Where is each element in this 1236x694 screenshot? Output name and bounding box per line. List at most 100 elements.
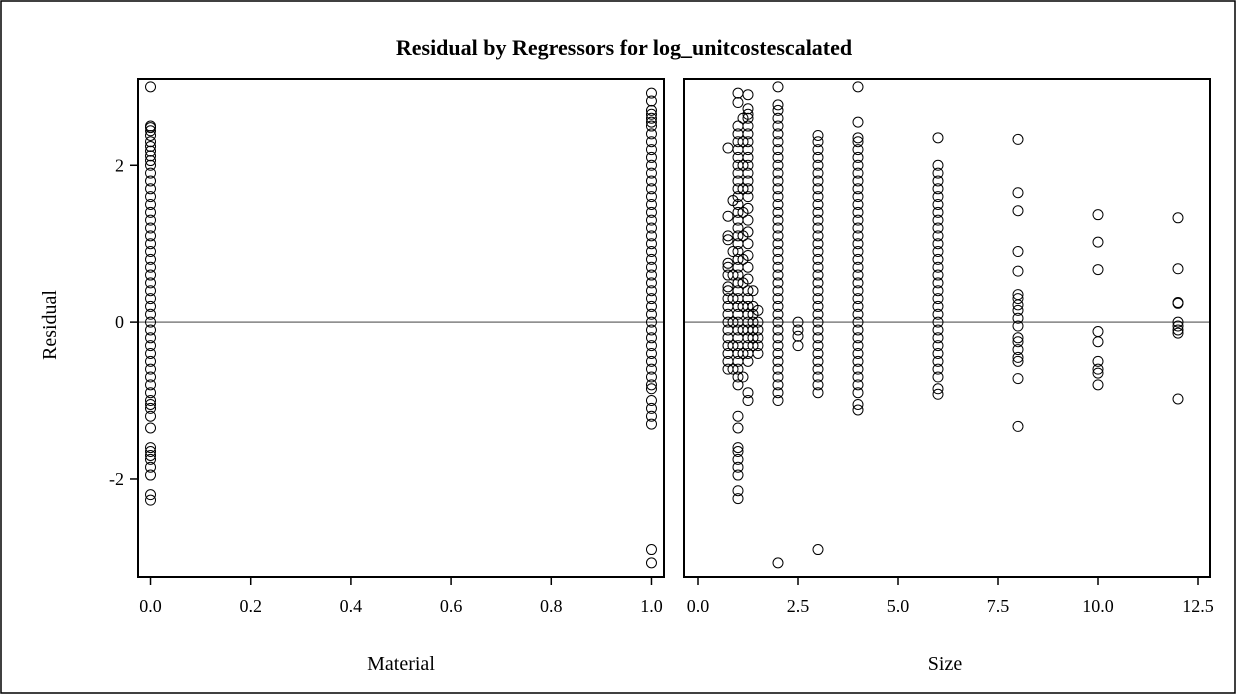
residual-point	[732, 269, 744, 281]
residual-point	[645, 95, 657, 107]
x-tick-label: 0.6	[440, 596, 463, 616]
residual-point	[732, 277, 744, 289]
residual-point	[645, 230, 657, 242]
residual-point	[852, 238, 864, 250]
residual-point	[145, 461, 157, 473]
residual-point	[645, 544, 657, 556]
residual-point	[145, 122, 157, 134]
residual-point	[932, 388, 944, 400]
residual-point	[792, 316, 804, 328]
residual-point	[812, 332, 824, 344]
residual-point	[145, 453, 157, 465]
residual-point	[742, 261, 754, 273]
residual-point	[932, 363, 944, 375]
residual-point	[645, 316, 657, 328]
residual-point	[742, 293, 754, 305]
residual-point	[742, 128, 754, 140]
residual-point	[932, 230, 944, 242]
residual-point	[645, 159, 657, 171]
residual-point	[812, 136, 824, 148]
residual-point	[645, 324, 657, 336]
residual-point	[932, 277, 944, 289]
residual-point	[772, 120, 784, 132]
residual-point	[852, 132, 864, 144]
x-tick-label: 7.5	[987, 596, 1010, 616]
residual-point	[145, 155, 157, 167]
residual-point	[772, 183, 784, 195]
residual-point	[145, 489, 157, 501]
residual-point	[742, 144, 754, 156]
residual-point	[932, 175, 944, 187]
residual-point	[145, 446, 157, 458]
residual-point	[852, 277, 864, 289]
residual-point	[742, 103, 754, 115]
residual-point	[732, 446, 744, 458]
residual-point	[1012, 373, 1024, 385]
residual-point	[722, 257, 734, 269]
residual-point	[145, 355, 157, 367]
residual-point	[1172, 327, 1184, 339]
residual-point	[772, 363, 784, 375]
residual-point	[852, 222, 864, 234]
residual-point	[932, 293, 944, 305]
residual-point	[1012, 205, 1024, 217]
residual-point	[145, 469, 157, 481]
residual-point	[852, 167, 864, 179]
residual-point	[792, 340, 804, 352]
residual-point	[812, 183, 824, 195]
residual-point	[1012, 293, 1024, 305]
residual-point	[645, 300, 657, 312]
residual-point	[852, 269, 864, 281]
residual-point	[932, 253, 944, 265]
x-tick-label: 1.0	[640, 596, 663, 616]
residual-point	[772, 191, 784, 203]
residual-point	[742, 112, 754, 124]
residual-point	[145, 347, 157, 359]
x-axis-label-size: Size	[928, 653, 963, 675]
residual-point	[1012, 304, 1024, 316]
residual-point	[727, 363, 739, 375]
residual-point	[645, 402, 657, 414]
x-tick-label: 5.0	[887, 596, 910, 616]
residual-point	[145, 230, 157, 242]
residual-point	[932, 355, 944, 367]
residual-point	[852, 81, 864, 93]
residual-point	[932, 159, 944, 171]
residual-point	[812, 340, 824, 352]
residual-point	[932, 340, 944, 352]
residual-point	[812, 206, 824, 218]
residual-point	[645, 108, 657, 120]
residual-point	[732, 371, 744, 383]
residual-point	[852, 246, 864, 258]
residual-point	[812, 261, 824, 273]
residual-point	[742, 108, 754, 120]
residual-point	[747, 340, 759, 352]
residual-point	[932, 214, 944, 226]
residual-point	[812, 191, 824, 203]
residual-point	[145, 340, 157, 352]
residual-point	[742, 191, 754, 203]
residual-point	[645, 198, 657, 210]
residual-point	[852, 285, 864, 297]
residual-point	[747, 316, 759, 328]
residual-point	[812, 230, 824, 242]
residual-point	[1172, 263, 1184, 275]
residual-point	[852, 175, 864, 187]
residual-point	[742, 395, 754, 407]
residual-point	[752, 324, 764, 336]
residual-point	[1012, 320, 1024, 332]
residual-point	[772, 159, 784, 171]
residual-point	[852, 324, 864, 336]
residual-point	[145, 422, 157, 434]
residual-point	[145, 494, 157, 506]
residual-point	[145, 167, 157, 179]
residual-point	[1012, 332, 1024, 344]
residual-point	[732, 363, 744, 375]
residual-point	[732, 246, 744, 258]
residual-point	[852, 198, 864, 210]
residual-point	[772, 308, 784, 320]
residual-point	[645, 222, 657, 234]
residual-point	[1012, 265, 1024, 277]
residual-point	[852, 293, 864, 305]
